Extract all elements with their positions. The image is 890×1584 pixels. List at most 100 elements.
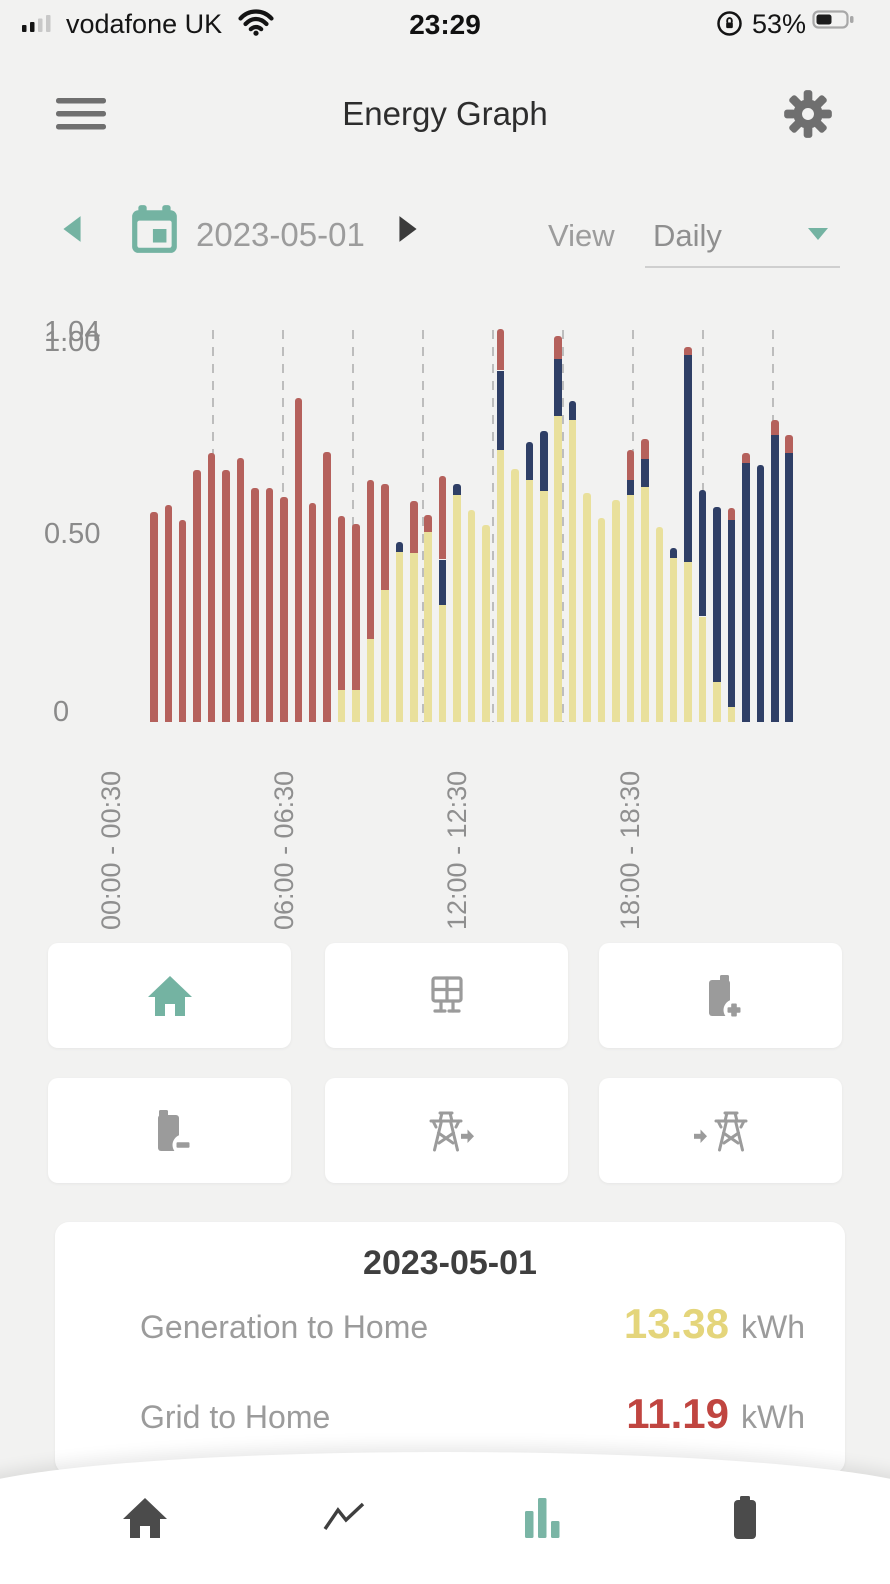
summary-row-generation: Generation to Home 13.38 kWh [140, 1300, 805, 1348]
bar-segment [222, 469, 230, 722]
bar-segment [323, 452, 331, 722]
select-underline [645, 266, 840, 268]
energy-chart: 00:00 - 00:30 06:00 - 06:30 12:00 - 12:30 1… [0, 300, 890, 940]
bar-segment [525, 442, 533, 481]
summary-value: 13.38 [623, 1300, 729, 1347]
bar-segment [568, 419, 577, 722]
summary-label: Grid to Home [140, 1399, 331, 1435]
nav-battery-tab[interactable] [700, 1478, 790, 1558]
bar-segment [641, 486, 649, 722]
summary-value: 11.19 [626, 1390, 729, 1437]
hamburger-icon [56, 98, 106, 130]
y-tick-05: 0.50 [44, 518, 101, 550]
gridline [492, 330, 494, 722]
view-label: View [548, 218, 615, 253]
bar-segment [410, 501, 418, 553]
home-icon [123, 1498, 167, 1538]
bar-segment [236, 458, 245, 722]
bar-segment [424, 514, 432, 532]
bar-segment [684, 355, 692, 562]
bar-segment [438, 476, 447, 560]
chart-plot: 00:00 - 00:30 06:00 - 06:30 12:00 - 12:30 1… [96, 328, 793, 930]
battery-plus-icon [708, 974, 744, 1020]
bar-segment [742, 463, 750, 722]
bar-segment [337, 516, 346, 690]
bar-segment [438, 604, 447, 722]
bar-segment [496, 449, 505, 722]
mode-button-home[interactable] [48, 943, 291, 1048]
summary-unit: kWh [741, 1399, 805, 1435]
chevron-right-icon [399, 216, 417, 242]
bar-segment [727, 520, 736, 707]
carrier-label: vodafone UK [66, 9, 223, 39]
mode-button-battery-charge[interactable] [599, 943, 842, 1048]
bar-segment [698, 489, 707, 617]
trend-line-icon [323, 1502, 365, 1530]
y-tick-max: 1.04 [44, 316, 101, 348]
bar-segment [410, 553, 418, 722]
wifi-icon [238, 9, 274, 41]
bar-segment [337, 689, 346, 722]
house-icon [147, 975, 192, 1016]
bar-segment [684, 561, 692, 722]
bar-segment [727, 706, 736, 722]
bar-segment [713, 506, 721, 682]
mode-button-grid-export[interactable] [325, 1078, 568, 1183]
mode-button-solar[interactable] [325, 943, 568, 1048]
bar-segment [756, 465, 764, 722]
nav-bar-chart-tab[interactable] [498, 1478, 588, 1558]
bar-segment [207, 452, 216, 722]
bar-segment [352, 689, 360, 722]
bar-segment [540, 491, 548, 722]
bar-segment [308, 503, 317, 722]
bar-segment [785, 435, 793, 454]
bar-segment [525, 480, 533, 722]
gear-icon [784, 90, 832, 138]
bar-segment [164, 505, 172, 722]
bar-segment [771, 435, 779, 722]
menu-button[interactable] [55, 96, 107, 136]
nav-trend-tab[interactable] [300, 1478, 390, 1558]
battery-minus-icon [157, 1109, 193, 1155]
calendar-icon[interactable] [131, 203, 179, 260]
bar-segment [453, 495, 461, 722]
orientation-lock-icon [716, 10, 743, 42]
solar-panel-icon [430, 975, 463, 1013]
nav-home-tab[interactable] [100, 1478, 190, 1558]
bar-segment [554, 359, 562, 416]
next-day-button[interactable] [398, 216, 434, 252]
bar-segment [438, 559, 447, 605]
bar-segment [395, 542, 404, 552]
bar-segment [280, 497, 288, 722]
bar-segment [698, 616, 707, 722]
y-tick-0: 0 [53, 696, 70, 728]
view-select[interactable]: Daily [645, 210, 840, 268]
bar-chart-icon [525, 1498, 560, 1538]
prev-day-button[interactable] [62, 216, 98, 252]
mode-button-grid-import[interactable] [599, 1078, 842, 1183]
y-tick-1: 1.00 [44, 326, 101, 358]
bar-segment [453, 483, 461, 496]
clock: 23:29 [409, 9, 481, 40]
page-title: Energy Graph [342, 95, 548, 132]
bar-segment [395, 551, 404, 722]
summary-date: 2023-05-01 [363, 1244, 537, 1282]
mode-button-battery-discharge[interactable] [48, 1078, 291, 1183]
bar-segment [713, 681, 721, 722]
bar-segment [669, 557, 678, 722]
bar-segment [554, 336, 562, 360]
bar-segment [597, 517, 606, 722]
bar-segment [482, 525, 490, 722]
bar-segment [265, 488, 274, 722]
bar-segment [352, 523, 360, 690]
battery-percent-label: 53% [752, 9, 807, 39]
bar-segment [381, 483, 389, 590]
summary-label: Generation to Home [140, 1309, 429, 1345]
bar-segment [251, 488, 259, 722]
bar-segment [294, 398, 302, 722]
settings-button[interactable] [782, 88, 834, 140]
gridline [562, 330, 564, 722]
bar-segment [150, 511, 158, 722]
bar-segment [193, 469, 201, 722]
